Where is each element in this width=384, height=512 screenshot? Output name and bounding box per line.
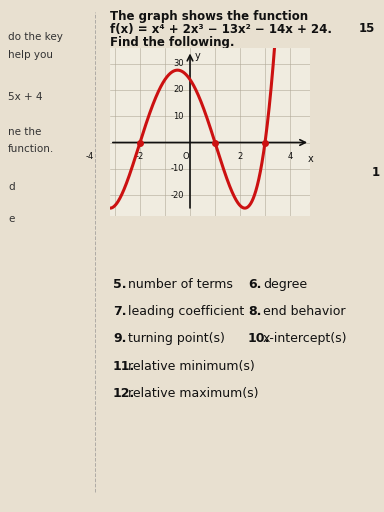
Text: The graph shows the function: The graph shows the function <box>110 10 308 23</box>
Text: 15: 15 <box>359 22 375 35</box>
Text: 9.: 9. <box>113 332 126 345</box>
Text: 2: 2 <box>237 152 243 161</box>
Text: relative minimum(s): relative minimum(s) <box>128 360 255 373</box>
Text: 4: 4 <box>287 152 293 161</box>
Text: d: d <box>8 182 15 192</box>
Text: 5x + 4: 5x + 4 <box>8 92 43 102</box>
Text: -2: -2 <box>136 152 144 161</box>
Text: ne the: ne the <box>8 127 41 137</box>
Text: leading coefficient: leading coefficient <box>128 305 244 318</box>
Text: -20: -20 <box>170 190 184 200</box>
Text: 8.: 8. <box>248 305 262 318</box>
Text: Find the following.: Find the following. <box>110 36 235 49</box>
Text: -4: -4 <box>86 152 94 161</box>
Text: 10: 10 <box>173 112 184 121</box>
Text: help you: help you <box>8 50 53 60</box>
Text: x: x <box>308 154 313 164</box>
Text: O: O <box>182 152 189 161</box>
Text: 12.: 12. <box>113 387 135 400</box>
Text: relative maximum(s): relative maximum(s) <box>128 387 258 400</box>
Text: function.: function. <box>8 144 54 154</box>
Text: 5.: 5. <box>113 278 126 291</box>
Text: 30: 30 <box>173 59 184 68</box>
Text: x-intercept(s): x-intercept(s) <box>263 332 348 345</box>
Text: f(x) = x⁴ + 2x³ − 13x² − 14x + 24.: f(x) = x⁴ + 2x³ − 13x² − 14x + 24. <box>110 23 332 36</box>
Text: 1: 1 <box>372 165 380 179</box>
Text: y: y <box>195 51 201 60</box>
Text: turning point(s): turning point(s) <box>128 332 225 345</box>
Text: degree: degree <box>263 278 307 291</box>
Text: 7.: 7. <box>113 305 126 318</box>
Text: do the key: do the key <box>8 32 63 42</box>
Text: e: e <box>8 214 14 224</box>
Text: 20: 20 <box>173 86 184 95</box>
Text: end behavior: end behavior <box>263 305 346 318</box>
Text: 6.: 6. <box>248 278 262 291</box>
Text: 10.: 10. <box>248 332 270 345</box>
Text: 11.: 11. <box>113 360 135 373</box>
Text: -10: -10 <box>170 164 184 173</box>
Text: number of terms: number of terms <box>128 278 233 291</box>
